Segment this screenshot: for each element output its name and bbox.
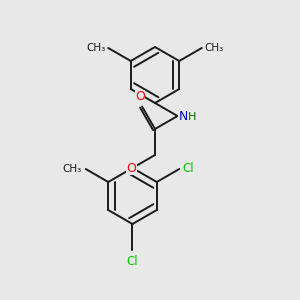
- Text: Cl: Cl: [127, 255, 138, 268]
- Text: O: O: [135, 91, 145, 103]
- Text: CH₃: CH₃: [62, 164, 82, 174]
- Text: Cl: Cl: [182, 163, 194, 176]
- Text: O: O: [127, 161, 136, 175]
- Text: CH₃: CH₃: [86, 43, 105, 53]
- Text: H: H: [188, 112, 196, 122]
- Text: N: N: [178, 110, 188, 122]
- Text: CH₃: CH₃: [205, 43, 224, 53]
